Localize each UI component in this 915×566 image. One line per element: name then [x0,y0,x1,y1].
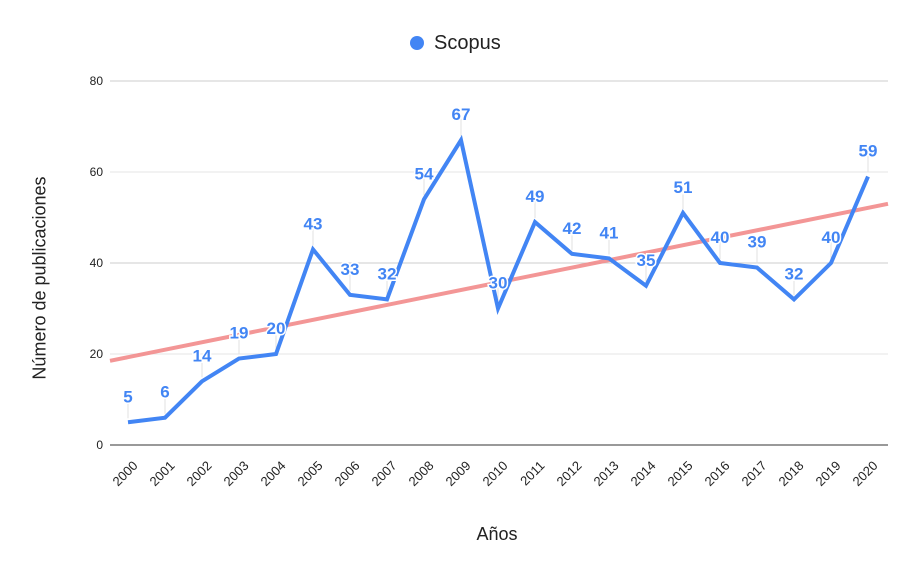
data-label: 32 [378,264,397,283]
x-tick-label: 2005 [294,458,325,489]
x-tick-label: 2003 [220,458,251,489]
data-label-leaders [127,118,869,419]
x-axis-ticks: 2000 2001 2002 2003 2004 2005 2006 2007 2008 2009… [109,458,880,489]
data-label: 35 [637,251,656,270]
y-tick-label: 0 [96,438,103,452]
trendline [109,201,889,363]
x-tick-label: 2013 [590,458,621,489]
data-label: 49 [526,187,545,206]
x-tick-label: 2000 [109,458,140,489]
x-tick-label: 2008 [405,458,436,489]
data-label: 67 [452,105,471,124]
legend: Scopus [410,30,501,56]
data-label: 6 [160,383,169,402]
x-tick-label: 2007 [368,458,399,489]
data-label: 40 [822,228,841,247]
data-label: 54 [415,164,434,183]
x-tick-label: 2010 [479,458,510,489]
x-tick-label: 2006 [331,458,362,489]
x-tick-label: 2017 [738,458,769,489]
legend-label: Scopus [434,31,501,54]
x-tick-label: 2002 [183,458,214,489]
data-label: 30 [489,274,508,293]
x-tick-label: 2018 [775,458,806,489]
data-label: 41 [600,223,619,242]
y-axis-ticks: 0 20 40 60 80 [90,74,104,452]
x-tick-label: 2014 [627,458,658,489]
series-line-scopus [127,134,870,425]
data-label: 33 [341,260,360,279]
x-tick-label: 2016 [701,458,732,489]
y-tick-label: 80 [90,74,104,88]
data-label: 43 [304,214,323,233]
gridlines [110,80,888,355]
data-label: 59 [859,142,878,161]
data-label: 19 [230,324,249,343]
data-label: 20 [267,319,286,338]
data-label: 42 [563,219,582,238]
data-label: 40 [711,228,730,247]
legend-marker-icon [410,36,424,50]
x-tick-label: 2015 [664,458,695,489]
data-label: 39 [748,233,767,252]
x-tick-label: 2001 [146,458,177,489]
y-axis-title: Número de publicaciones [29,176,50,380]
data-label: 32 [785,264,804,283]
x-tick-label: 2012 [553,458,584,489]
x-axis-title: Años [476,524,518,544]
x-tick-label: 2011 [517,458,547,488]
data-label: 5 [123,387,132,406]
data-label: 51 [674,178,693,197]
x-tick-label: 2020 [849,458,880,489]
y-tick-label: 60 [90,165,104,179]
x-tick-label: 2009 [442,458,473,489]
x-tick-label: 2019 [812,458,843,489]
data-labels: 5 6 14 19 20 43 33 32 54 67 30 49 42 41 35 51 40 39 32 40 59 [122,104,879,408]
y-tick-label: 40 [90,256,104,270]
data-label: 14 [193,346,212,365]
y-tick-label: 20 [90,347,104,361]
x-tick-label: 2004 [257,458,288,489]
